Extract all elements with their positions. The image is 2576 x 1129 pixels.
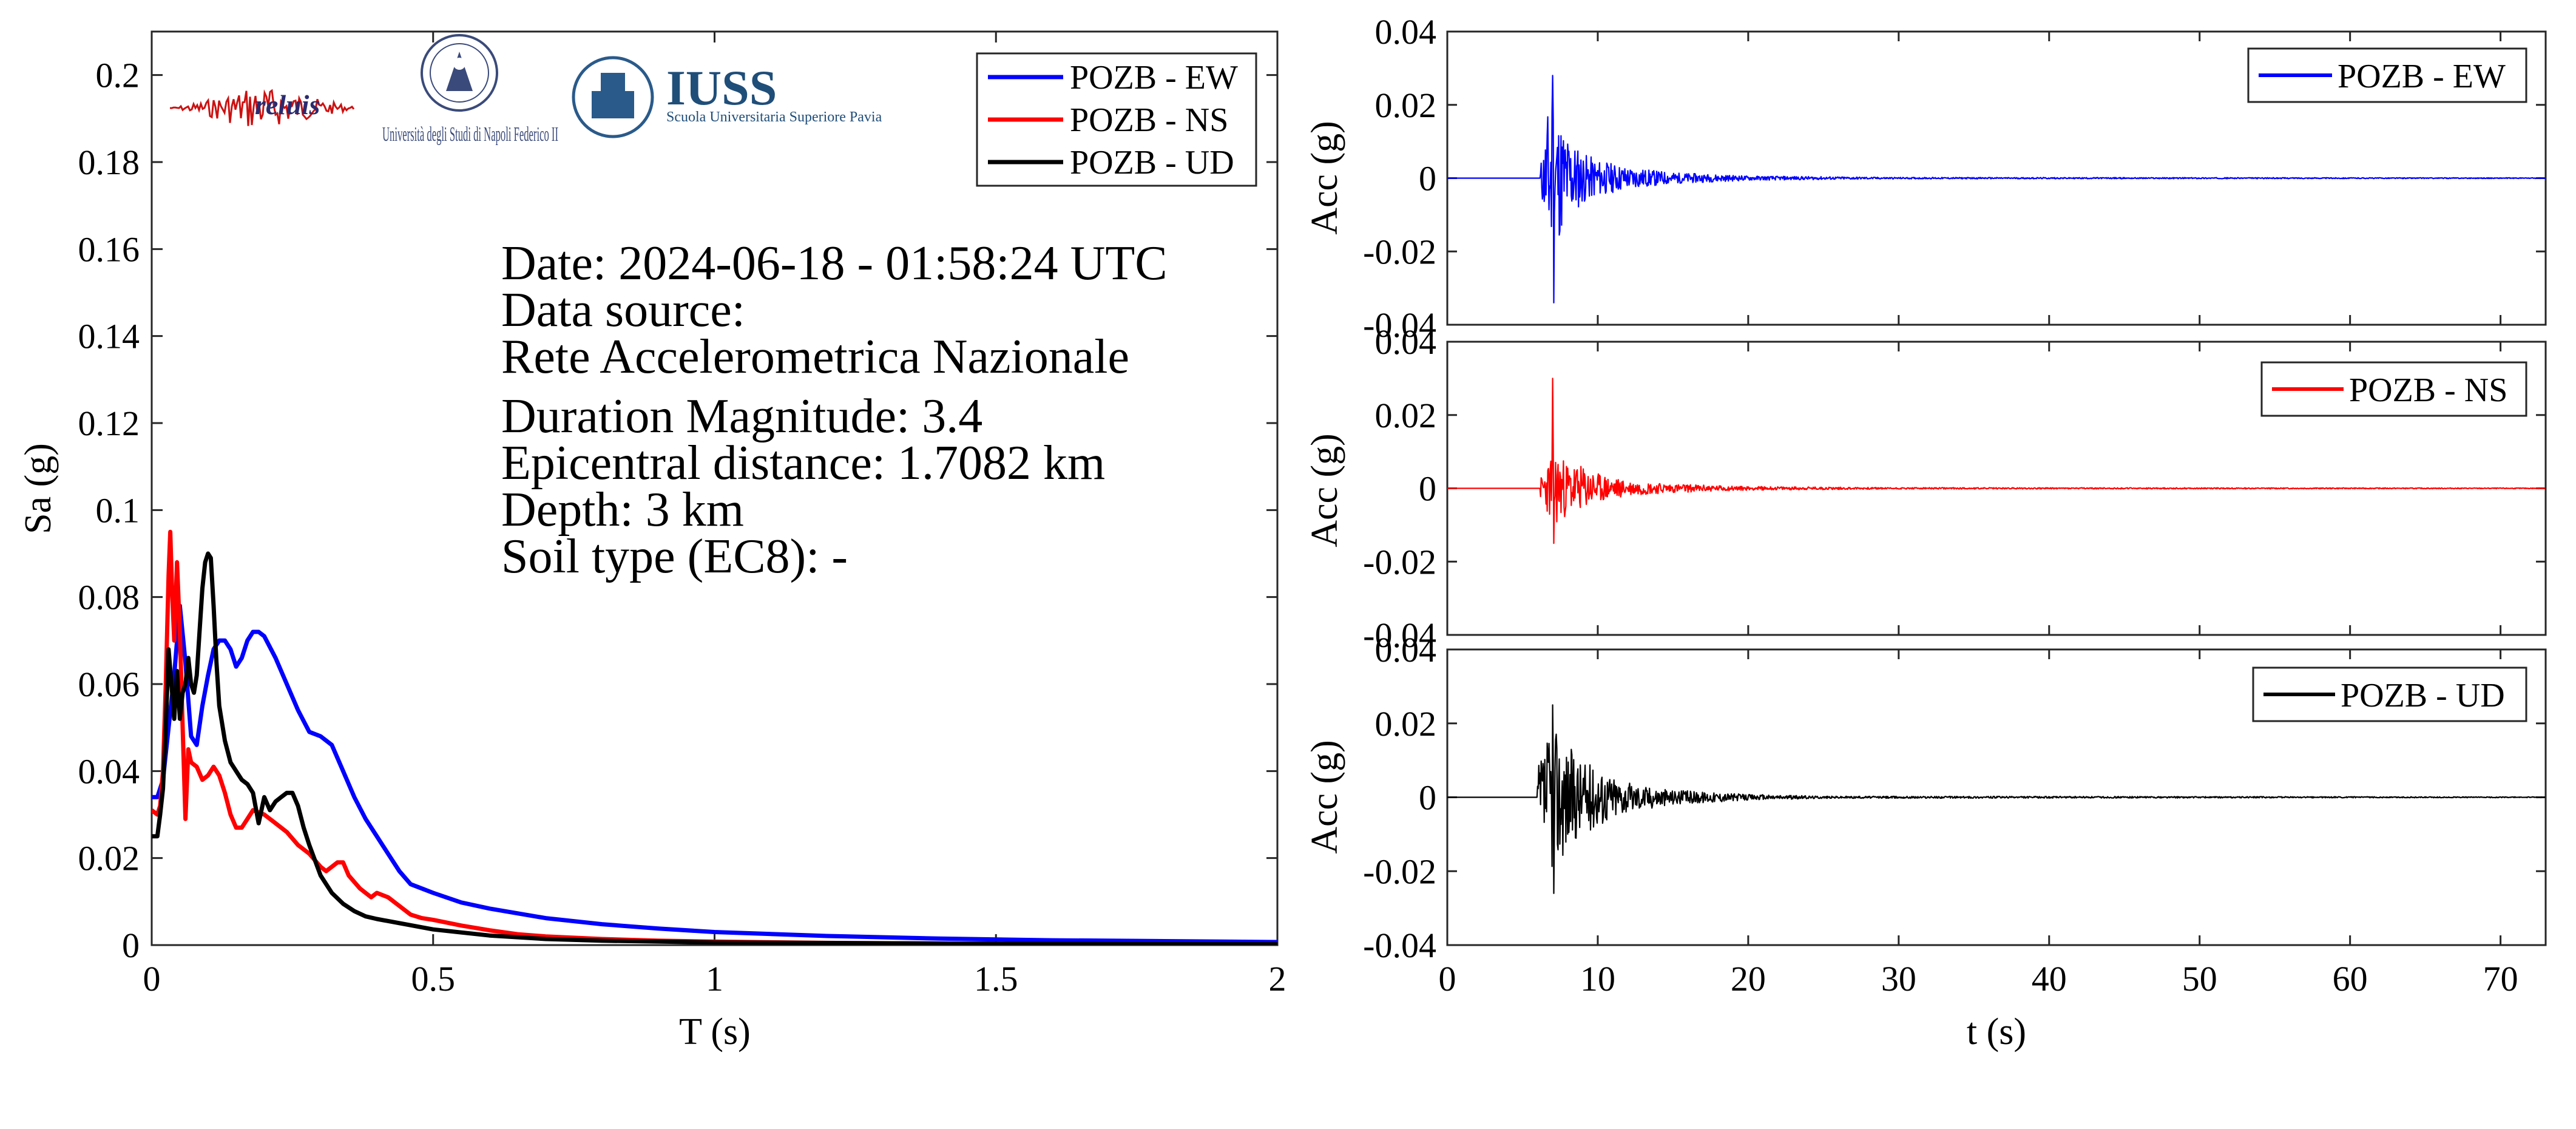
spectra-y-tick-label: 0.04 xyxy=(78,751,140,791)
spectra-y-tick-label: 0.02 xyxy=(78,839,140,878)
acc-x-axis-label: t (s) xyxy=(1967,1011,2026,1053)
acc-ud-y-ticks: -0.04 -0.02 0 0.02 0.04 xyxy=(1363,630,2546,965)
spectra-line-ew xyxy=(152,603,1277,944)
depth: Depth: 3 km xyxy=(501,483,744,537)
acc-ew-axes: -0.04 -0.02 0 0.02 0.04 Acc (g) POZB - EW xyxy=(1304,12,2547,345)
acc-ud-y-tick-label: 0 xyxy=(1419,778,1436,818)
reluis-wave-icon xyxy=(169,89,355,126)
acc-ns-y-tick-label: 0 xyxy=(1419,469,1436,509)
acc-ud-x-tick-label: 30 xyxy=(1881,959,1916,998)
acc-ew-series xyxy=(1447,75,2546,303)
acc-ns-legend: POZB - NS xyxy=(2260,361,2527,417)
spectra-axes: 00.020.040.060.080.10.120.140.160.180.2 … xyxy=(18,30,1286,1053)
acc-ns-legend-label: POZB - NS xyxy=(2349,371,2507,409)
event-date: Date: 2024-06-18 - 01:58:24 UTC xyxy=(501,237,1168,290)
acc-ns-axes: -0.04 -0.02 0 0.02 0.04 Acc (g) POZB - NS xyxy=(1304,322,2547,655)
acc-ud-series xyxy=(1447,704,2546,894)
acc-ns-x-ticks xyxy=(1446,342,2502,635)
acc-ew-y-axis-label: Acc (g) xyxy=(1304,121,1345,235)
unina-logo: Università degli Studi di Napoli Federic… xyxy=(382,34,558,146)
acc-ns-series xyxy=(1447,378,2546,544)
spectra-series xyxy=(152,529,1277,945)
epicentral-distance: Epicentral distance: 1.7082 km xyxy=(501,436,1105,490)
acc-ew-x-ticks xyxy=(1446,32,2502,325)
spectra-x-axis-label: T (s) xyxy=(679,1011,751,1053)
spectra-y-tick-label: 0.16 xyxy=(78,229,140,269)
acc-ud-trace xyxy=(1447,704,2546,894)
acc-ns-y-tick-label: 0.04 xyxy=(1375,322,1437,362)
legend-label-ud: POZB - UD xyxy=(1070,144,1234,181)
reluis-logo: reluis xyxy=(169,89,355,126)
acc-ew-y-tick-label: 0.02 xyxy=(1375,86,1437,125)
iuss-logo-text: IUSS xyxy=(666,60,777,115)
iuss-logo: IUSS Scuola Universitaria Superiore Pavi… xyxy=(572,56,882,138)
spectra-x-tick-label: 2 xyxy=(1269,959,1286,998)
spectra-x-tick-label: 0.5 xyxy=(411,959,456,998)
duration-magnitude: Duration Magnitude: 3.4 xyxy=(501,390,982,443)
acc-ud-x-tick-label: 70 xyxy=(2483,959,2518,998)
acc-ns-y-ticks: -0.04 -0.02 0 0.02 0.04 xyxy=(1363,322,2546,655)
acc-ns-y-tick-label: -0.04 xyxy=(1363,615,1436,655)
spectra-y-tick-label: 0.2 xyxy=(96,56,140,95)
spectra-y-axis-label: Sa (g) xyxy=(18,443,59,534)
acc-ns-y-tick-label: 0.02 xyxy=(1375,396,1437,435)
acc-ew-trace xyxy=(1447,75,2546,303)
acc-ud-y-tick-label: 0.02 xyxy=(1375,704,1437,744)
spectra-y-tick-label: 0.06 xyxy=(78,665,140,704)
spectra-line-ns xyxy=(152,529,1277,945)
acc-ud-y-axis-label: Acc (g) xyxy=(1304,740,1345,854)
acc-ud-axes: -0.04 -0.02 0 0.02 0.04 0 10 20 30 40 50 60 70 Acc … xyxy=(1304,630,2547,1053)
acc-ew-y-ticks: -0.04 -0.02 0 0.02 0.04 xyxy=(1363,12,2546,345)
acc-ew-y-tick-label: 0 xyxy=(1419,159,1436,198)
acc-ns-y-axis-label: Acc (g) xyxy=(1304,433,1345,548)
spectra-y-tick-label: 0 xyxy=(122,926,140,965)
legend-label-ns: POZB - NS xyxy=(1070,101,1228,139)
spectra-line-ud xyxy=(152,551,1277,945)
acc-ud-y-tick-label: 0.04 xyxy=(1375,630,1437,670)
acc-ud-x-tick-label: 20 xyxy=(1731,959,1766,998)
acc-ud-legend: POZB - UD xyxy=(2252,666,2527,722)
acc-ew-y-tick-label: 0.04 xyxy=(1375,12,1437,52)
spectra-y-tick-label: 0.14 xyxy=(78,317,140,356)
acc-ew-legend: POZB - EW xyxy=(2247,47,2527,103)
spectra-y-tick-label: 0.1 xyxy=(96,490,140,530)
acc-ew-y-tick-label: -0.04 xyxy=(1363,305,1436,345)
acc-ew-y-tick-label: -0.02 xyxy=(1363,232,1436,271)
spectra-y-ticks: 0 0.02 0.04 0.06 0.08 0.1 0.12 0.14 0.16 0.18 0.2 xyxy=(78,56,1277,965)
acc-ud-x-tick-label: 10 xyxy=(1580,959,1615,998)
acc-ns-trace xyxy=(1447,378,2546,544)
acc-ud-legend-label: POZB - UD xyxy=(2341,677,2505,714)
spectra-x-tick-label: 1 xyxy=(706,959,723,998)
acc-ud-x-tick-label: 40 xyxy=(2032,959,2067,998)
unina-logo-text: Università degli Studi di Napoli Federic… xyxy=(382,123,558,146)
acc-ud-x-ticks: 0 10 20 30 40 50 60 70 xyxy=(1439,649,2518,998)
acc-ns-y-tick-label: -0.02 xyxy=(1363,542,1436,581)
soil-type: Soil type (EC8): - xyxy=(501,530,848,583)
reluis-logo-text: reluis xyxy=(255,89,320,120)
acc-ud-y-tick-label: -0.04 xyxy=(1363,926,1436,965)
iuss-logo-subtext: Scuola Universitaria Superiore Pavia xyxy=(666,109,882,125)
acc-ud-x-tick-label: 60 xyxy=(2333,959,2368,998)
acc-ud-y-tick-label: -0.02 xyxy=(1363,852,1436,891)
spectra-y-tick-label: 0.08 xyxy=(78,578,140,617)
data-source-value: Rete Accelerometrica Nazionale xyxy=(501,330,1129,384)
spectra-x-tick-label: 1.5 xyxy=(974,959,1018,998)
acc-ud-x-tick-label: 50 xyxy=(2182,959,2217,998)
acc-ud-x-tick-label: 0 xyxy=(1439,959,1456,998)
acc-ew-legend-label: POZB - EW xyxy=(2338,58,2506,95)
spectra-y-tick-label: 0.12 xyxy=(78,404,140,443)
spectra-legend: POZB - EW POZB - NS POZB - UD xyxy=(976,52,1257,187)
event-info: Date: 2024-06-18 - 01:58:24 UTC Data sou… xyxy=(501,237,1168,583)
spectra-y-tick-label: 0.18 xyxy=(78,143,140,182)
legend-label-ew: POZB - EW xyxy=(1070,59,1238,97)
data-source-label: Data source: xyxy=(501,283,745,337)
spectra-x-tick-label: 0 xyxy=(143,959,161,998)
